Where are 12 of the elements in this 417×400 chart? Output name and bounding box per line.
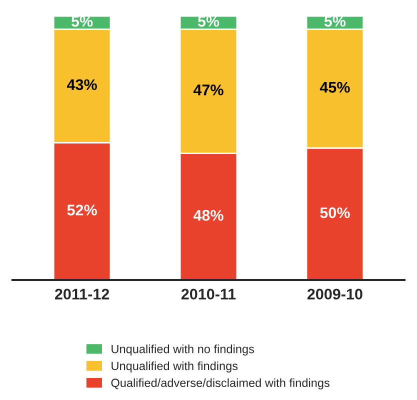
legend-label: Qualified/adverse/disclaimed with findings	[111, 378, 330, 390]
data-label: 47%	[193, 84, 224, 96]
data-label: 45%	[320, 82, 350, 93]
data-label: 43%	[67, 79, 97, 90]
x-tick-label: 2011-12	[54, 288, 110, 300]
x-tick-label: 2009-10	[307, 288, 362, 300]
data-label: 52%	[67, 204, 97, 216]
data-label: 50%	[320, 207, 350, 218]
x-tick-label: 2010-11	[181, 288, 236, 300]
legend-label: Unqualified with findings	[112, 361, 238, 372]
legend-label: Unqualified with no findings	[112, 344, 254, 356]
data-label: 48%	[193, 210, 224, 221]
